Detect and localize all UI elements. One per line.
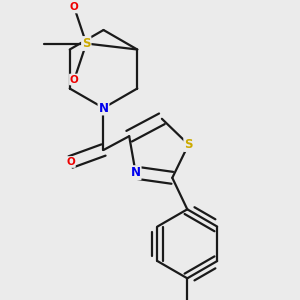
Text: O: O <box>70 74 79 85</box>
Text: O: O <box>70 2 79 13</box>
Text: N: N <box>130 166 141 179</box>
Text: O: O <box>66 157 75 167</box>
Text: N: N <box>98 101 109 115</box>
Text: S: S <box>184 138 193 151</box>
Text: S: S <box>82 37 91 50</box>
